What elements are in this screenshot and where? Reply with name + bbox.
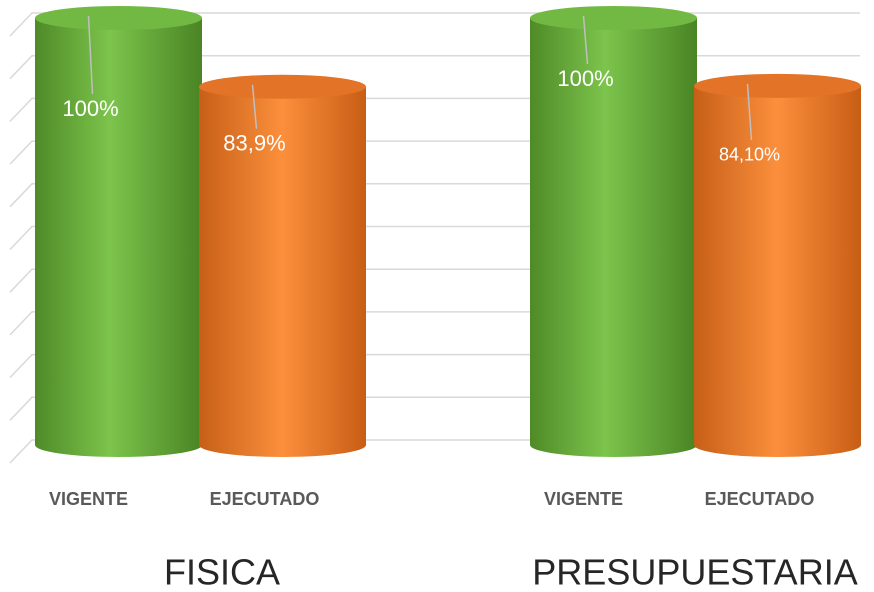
- bar-top: [199, 74, 366, 99]
- data-label: 100%: [62, 96, 118, 121]
- bar: [694, 85, 861, 445]
- data-label: 84,10%: [719, 145, 780, 165]
- legend-label: VIGENTE: [544, 489, 623, 509]
- bar: [199, 86, 366, 445]
- bar-top: [694, 73, 861, 98]
- leader-line: [251, 84, 258, 129]
- legend-label: VIGENTE: [49, 489, 128, 509]
- legend-label: EJECUTADO: [210, 489, 320, 509]
- bar-top: [35, 6, 202, 30]
- data-label: 83,9%: [223, 131, 285, 156]
- leader-line: [87, 15, 94, 95]
- leader-line: [746, 83, 753, 140]
- data-label: 100%: [557, 66, 613, 91]
- bar: [530, 18, 697, 445]
- bar: [35, 18, 202, 445]
- leader-line: [582, 15, 589, 65]
- category-label: FISICA: [164, 552, 280, 592]
- bar-top: [530, 6, 697, 30]
- legend-label: EJECUTADO: [705, 489, 815, 509]
- category-label: PRESUPUESTARIA: [532, 552, 857, 592]
